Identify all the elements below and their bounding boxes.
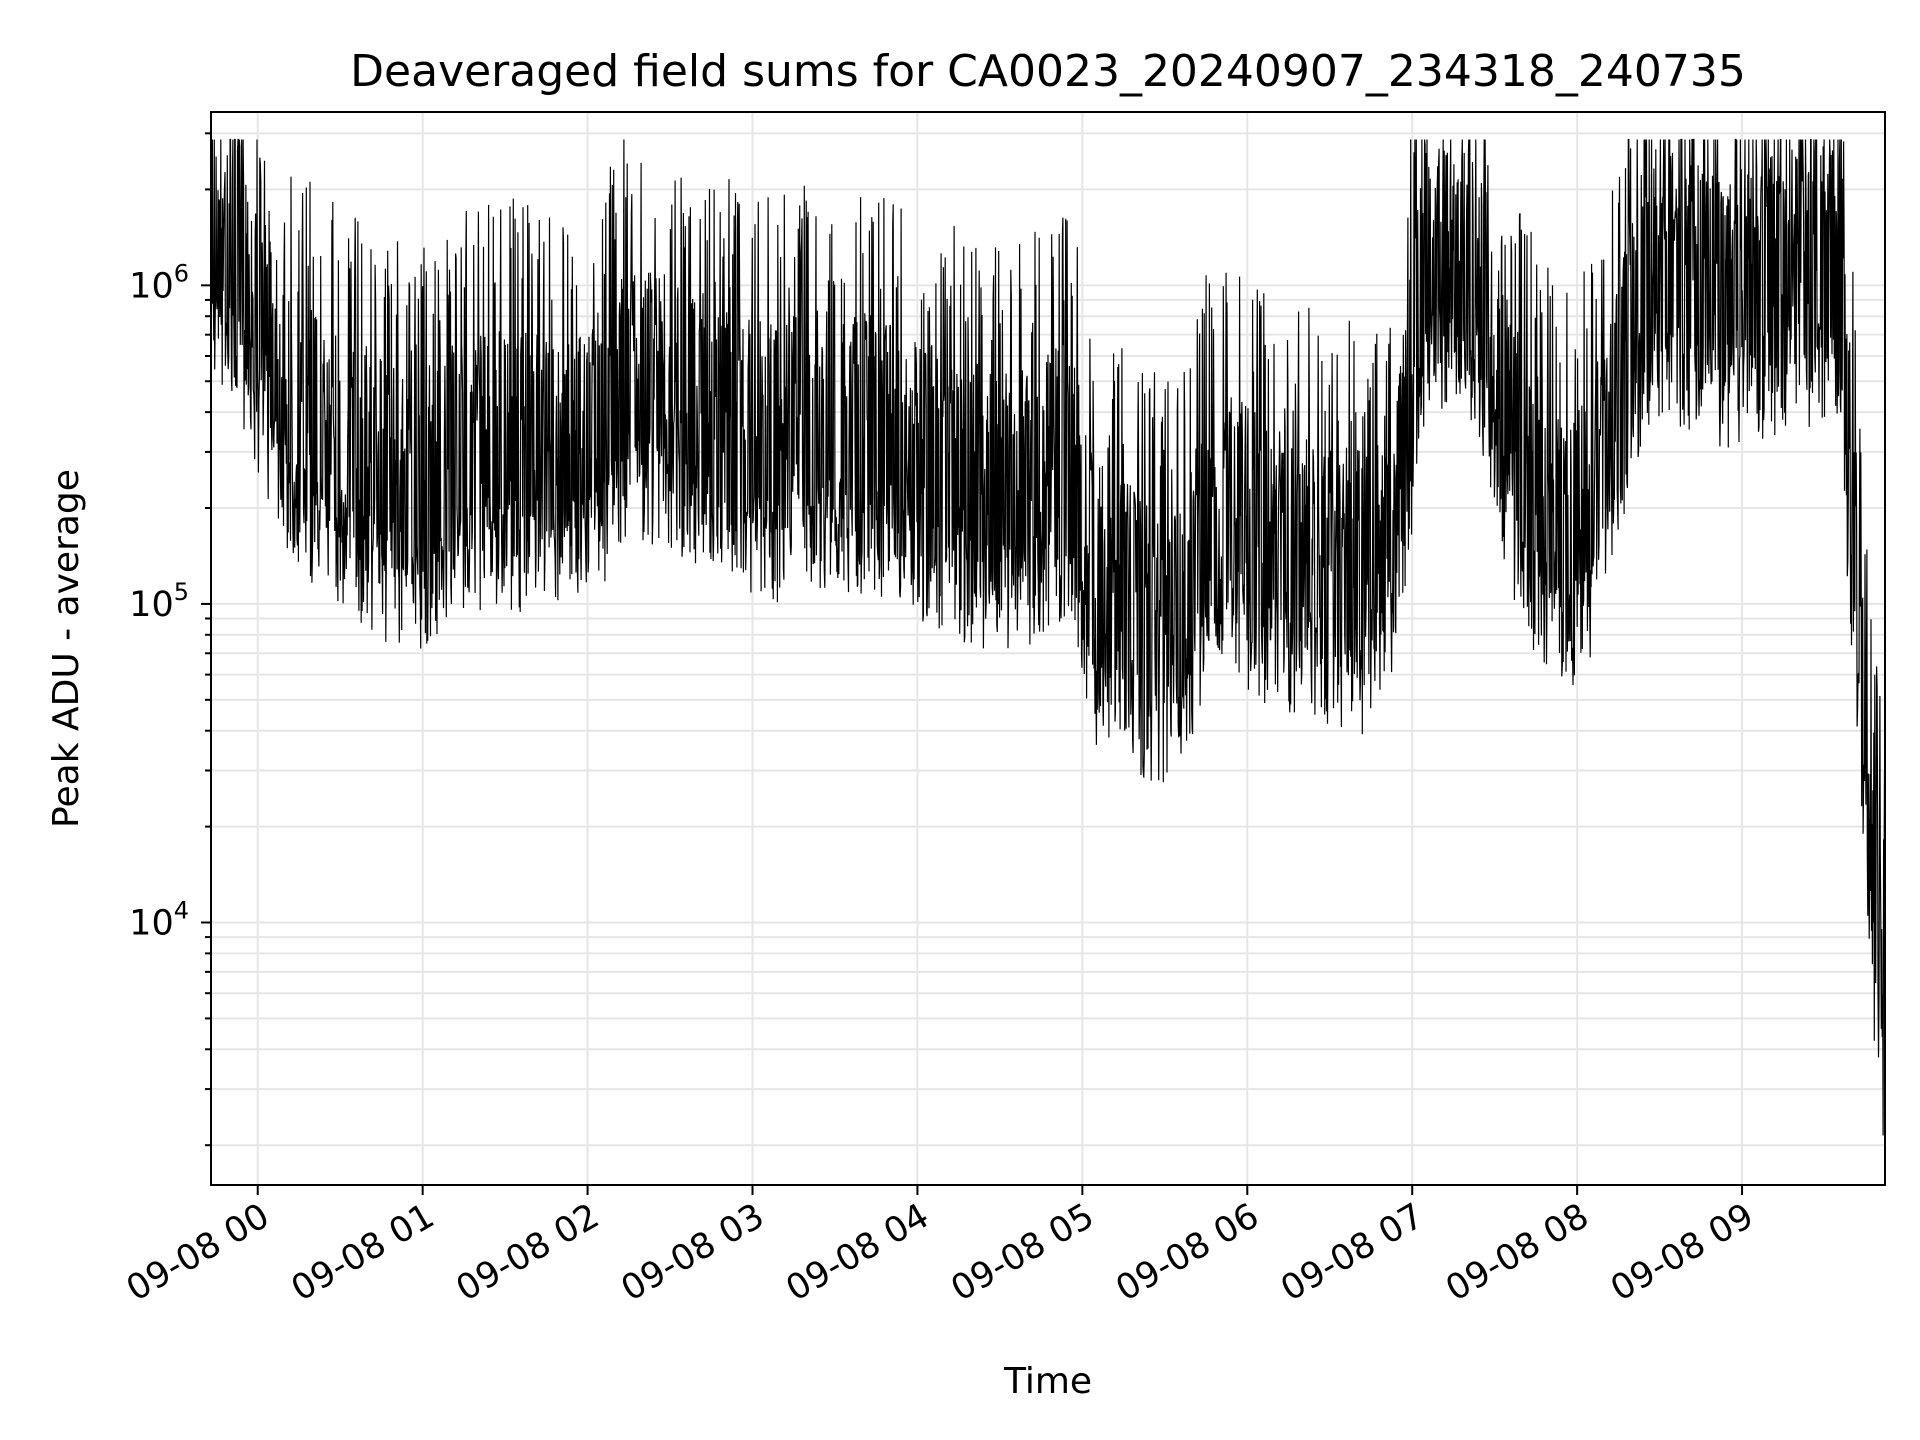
data-series-line <box>210 138 1886 1144</box>
plot-area <box>210 138 1886 1144</box>
y-tick-label: 106 <box>129 259 189 306</box>
plot-frame <box>210 111 1886 1186</box>
grid-layer <box>211 112 1885 1185</box>
y-tick-label: 105 <box>129 578 189 625</box>
y-tick-label: 104 <box>129 897 189 944</box>
chart-title: Deaveraged field sums for CA0023_2024090… <box>350 46 1746 97</box>
x-axis-title: Time <box>1003 1361 1092 1402</box>
y-axis-title: Peak ADU - average <box>46 469 87 828</box>
